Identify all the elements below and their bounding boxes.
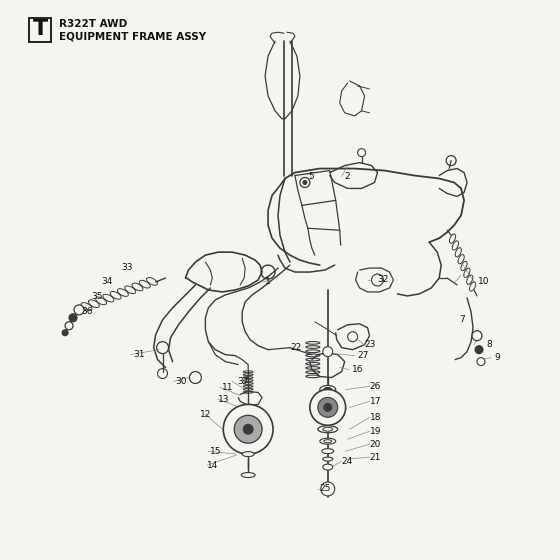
- Text: 33: 33: [121, 263, 132, 272]
- FancyBboxPatch shape: [29, 18, 51, 42]
- Text: 25: 25: [320, 484, 331, 493]
- Text: 16: 16: [352, 365, 363, 374]
- Text: 26: 26: [370, 382, 381, 391]
- Circle shape: [324, 403, 332, 412]
- Text: 2: 2: [344, 172, 351, 181]
- Text: 35: 35: [91, 292, 102, 301]
- Ellipse shape: [323, 457, 333, 461]
- Circle shape: [234, 416, 262, 443]
- Circle shape: [74, 305, 84, 315]
- Circle shape: [69, 314, 77, 322]
- Text: 12: 12: [200, 410, 212, 419]
- Ellipse shape: [320, 385, 336, 394]
- Text: 18: 18: [370, 413, 381, 422]
- Text: 15: 15: [211, 447, 222, 456]
- Circle shape: [323, 347, 333, 357]
- Text: 20: 20: [370, 440, 381, 449]
- Circle shape: [358, 148, 366, 157]
- Text: 14: 14: [207, 460, 219, 470]
- Text: 8: 8: [486, 340, 492, 349]
- Ellipse shape: [322, 449, 334, 454]
- Text: 37: 37: [237, 377, 249, 386]
- Circle shape: [62, 330, 68, 336]
- Ellipse shape: [242, 452, 254, 456]
- Circle shape: [318, 398, 338, 417]
- Text: 34: 34: [101, 278, 112, 287]
- Text: 7: 7: [459, 315, 465, 324]
- Ellipse shape: [323, 464, 333, 470]
- Text: 10: 10: [478, 278, 489, 287]
- Text: 23: 23: [365, 340, 376, 349]
- Text: 1: 1: [265, 278, 271, 287]
- Text: 9: 9: [494, 353, 500, 362]
- Text: 31: 31: [134, 350, 145, 359]
- Circle shape: [223, 404, 273, 454]
- Circle shape: [300, 178, 310, 188]
- Text: 13: 13: [218, 395, 230, 404]
- Ellipse shape: [324, 440, 332, 443]
- Text: 27: 27: [358, 351, 369, 360]
- Circle shape: [371, 274, 384, 286]
- Text: 19: 19: [370, 427, 381, 436]
- Circle shape: [303, 180, 307, 184]
- Circle shape: [321, 482, 335, 496]
- Text: 11: 11: [222, 383, 234, 392]
- Ellipse shape: [241, 473, 255, 478]
- Ellipse shape: [320, 438, 336, 444]
- Text: 30: 30: [175, 377, 187, 386]
- Circle shape: [65, 322, 73, 330]
- Text: 22: 22: [290, 343, 301, 352]
- Text: 21: 21: [370, 452, 381, 461]
- Text: 32: 32: [377, 276, 389, 284]
- Text: T: T: [32, 19, 48, 39]
- Ellipse shape: [323, 427, 333, 431]
- Circle shape: [475, 346, 483, 353]
- Text: 5: 5: [308, 172, 314, 181]
- Ellipse shape: [318, 426, 338, 433]
- Text: T: T: [31, 19, 48, 43]
- Text: R322T AWD: R322T AWD: [59, 19, 127, 29]
- Circle shape: [243, 424, 253, 434]
- Text: 24: 24: [342, 456, 353, 465]
- Circle shape: [472, 331, 482, 340]
- Circle shape: [477, 358, 485, 366]
- Circle shape: [348, 332, 358, 342]
- Circle shape: [310, 389, 346, 425]
- Text: 36: 36: [81, 307, 92, 316]
- Text: EQUIPMENT FRAME ASSY: EQUIPMENT FRAME ASSY: [59, 31, 206, 41]
- Text: 17: 17: [370, 397, 381, 406]
- Ellipse shape: [241, 404, 255, 410]
- Ellipse shape: [324, 388, 332, 391]
